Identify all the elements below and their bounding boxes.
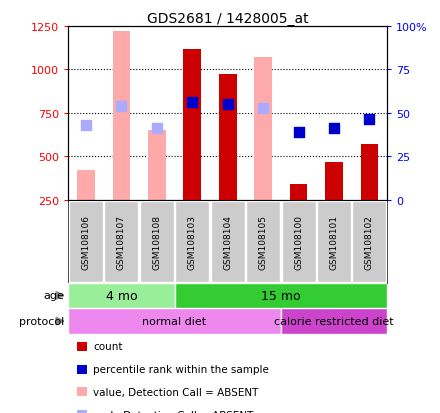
Text: 4 mo: 4 mo [106,289,137,302]
Point [189,100,196,107]
Bar [246,201,280,282]
Bar [69,201,103,282]
Bar [352,201,386,282]
Bar [68,309,281,334]
Bar [113,32,130,200]
Point [153,125,160,132]
Bar [281,309,387,334]
Bar [68,283,175,309]
Bar [290,185,308,200]
Bar [361,145,378,200]
Text: GSM108101: GSM108101 [330,214,338,269]
Text: protocol: protocol [18,316,64,326]
Text: GSM108102: GSM108102 [365,214,374,269]
Text: value, Detection Call = ABSENT: value, Detection Call = ABSENT [93,387,259,397]
Bar [254,58,272,200]
Bar [211,201,245,282]
Bar [148,131,166,200]
Text: 15 mo: 15 mo [261,289,301,302]
Text: GSM108108: GSM108108 [152,214,161,269]
Bar [140,201,174,282]
Bar [104,201,139,282]
Bar [282,201,315,282]
Text: count: count [93,342,123,351]
Point [366,116,373,123]
Point [260,105,267,112]
Text: GSM108100: GSM108100 [294,214,303,269]
Text: age: age [43,291,64,301]
Text: GSM108106: GSM108106 [81,214,91,269]
Text: GSM108104: GSM108104 [223,214,232,269]
Text: calorie restricted diet: calorie restricted diet [274,316,394,326]
Point [224,102,231,108]
Point [82,122,89,129]
Text: GSM108103: GSM108103 [188,214,197,269]
Bar [175,201,209,282]
Bar [77,171,95,200]
Text: rank, Detection Call = ABSENT: rank, Detection Call = ABSENT [93,410,253,413]
Bar [219,74,237,200]
Text: percentile rank within the sample: percentile rank within the sample [93,364,269,374]
Text: GSM108107: GSM108107 [117,214,126,269]
Bar [183,50,201,200]
Bar [317,201,351,282]
Text: GSM108105: GSM108105 [259,214,268,269]
Point [330,126,337,133]
Text: normal diet: normal diet [143,316,207,326]
Point [118,103,125,110]
Title: GDS2681 / 1428005_at: GDS2681 / 1428005_at [147,12,308,26]
Bar [325,162,343,200]
Bar [175,283,387,309]
Point [295,129,302,136]
